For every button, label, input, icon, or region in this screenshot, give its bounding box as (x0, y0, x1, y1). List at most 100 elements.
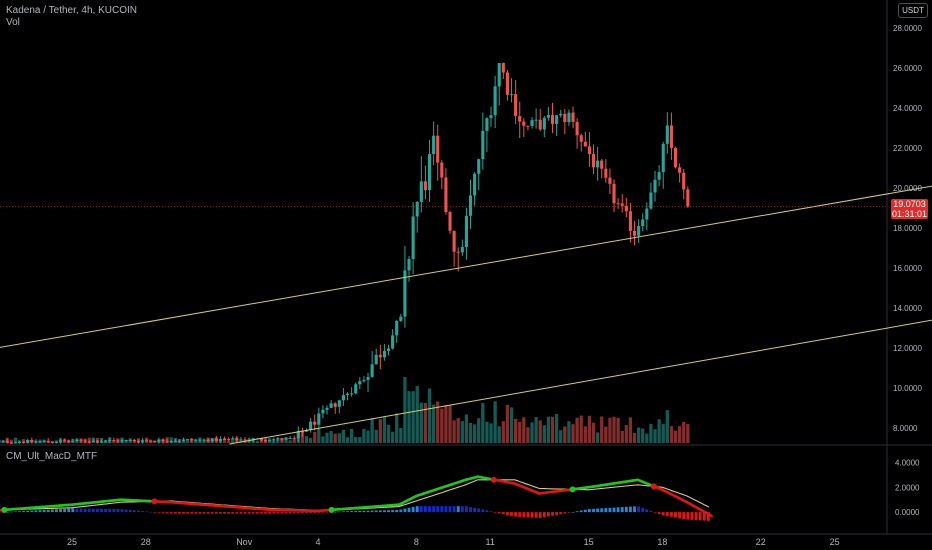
volume-bar (411, 391, 415, 443)
volume-bar (513, 418, 518, 443)
volume-bar (657, 419, 661, 443)
volume-bar (583, 426, 587, 443)
macd-histogram-bar (67, 508, 71, 513)
volume-bar (575, 417, 579, 443)
volume-bar (21, 439, 26, 443)
volume-bar (616, 417, 620, 443)
macd-histogram-bar (165, 512, 169, 514)
candle-body (227, 439, 231, 441)
macd-histogram-bar (350, 511, 354, 513)
candle-body (333, 403, 337, 407)
macd-histogram-bar (645, 509, 649, 513)
volume-bar (415, 386, 419, 443)
volume-bar (567, 421, 571, 443)
macd-histogram-bar (706, 512, 710, 521)
candle-body (9, 442, 13, 444)
candle-body (399, 316, 403, 321)
volume-bar (665, 410, 669, 443)
candle-body (214, 438, 218, 441)
macd-histogram-bar (169, 512, 173, 514)
macd-histogram-bar (485, 510, 489, 513)
candle-body (13, 442, 17, 444)
candle-body (337, 400, 341, 407)
macd-line-segment (707, 513, 713, 518)
macd-histogram-bar (276, 512, 280, 514)
price-tick-label: 22.0000 (893, 144, 922, 153)
macd-histogram-bar (464, 506, 468, 513)
candle-body (341, 395, 345, 401)
macd-histogram-bar (641, 507, 645, 513)
candle-body (79, 439, 83, 441)
candle-body (673, 147, 678, 168)
volume-bars (0, 377, 690, 443)
macd-histogram-bar (473, 507, 477, 513)
volume-bar (288, 440, 292, 443)
candle-body (620, 203, 624, 206)
macd-histogram-bar (669, 512, 673, 517)
candle-body (181, 439, 186, 441)
candle-body (546, 115, 550, 118)
currency-button[interactable]: USDT (898, 3, 928, 18)
macd-histogram-bar (665, 512, 669, 516)
price-tick-label: 20.0000 (893, 184, 922, 193)
macd-histogram-bar (399, 509, 403, 513)
macd-histogram-bar (239, 512, 243, 514)
time-tick-label: 25 (830, 537, 840, 547)
macd-histogram-bar (628, 506, 632, 513)
candle-body (239, 439, 243, 441)
macd-histogram-bar (571, 511, 575, 513)
candle-body (313, 421, 317, 425)
macd-histogram-bar (674, 512, 677, 518)
volume-bar (452, 420, 456, 443)
macd-histogram-bar (173, 512, 177, 514)
macd-histogram-bar (686, 512, 690, 520)
macd-histogram-bar (587, 509, 591, 513)
volume-bar (628, 417, 633, 443)
volume-bar (608, 417, 612, 443)
macd-histogram-bar (202, 512, 206, 514)
macd-histogram-bar (104, 508, 108, 513)
macd-histogram-bar (493, 512, 497, 513)
candle-body (26, 440, 30, 443)
volume-bar (313, 431, 317, 443)
candle-body (583, 141, 587, 147)
macd-histogram-bar (75, 508, 79, 513)
volume-bar (255, 440, 259, 443)
candle-body (395, 320, 399, 336)
candle-body (206, 439, 210, 442)
candle-body (436, 135, 440, 163)
candle-body (628, 211, 632, 231)
candle-body (579, 135, 583, 142)
volume-bar (349, 428, 354, 443)
macd-histogram-bar (682, 512, 686, 519)
macd-histogram-bar (546, 512, 550, 517)
chart-grid (0, 0, 932, 535)
trendlines (0, 185, 932, 445)
candle-body (411, 216, 415, 260)
candle-body (477, 159, 481, 174)
volume-bar (386, 424, 391, 443)
candle-body (104, 441, 108, 443)
indicator-label: CM_Ult_MacD_MTF (6, 451, 98, 462)
candle-body (661, 143, 665, 173)
price-tick-label: 28.0000 (893, 24, 922, 33)
volume-bar (436, 401, 440, 443)
volume-bar (518, 422, 522, 443)
macd-histogram-bar (30, 510, 34, 513)
candle-body (210, 438, 214, 442)
macd-histogram-bar (510, 512, 513, 516)
candle-body (17, 441, 22, 443)
volume-bar (538, 420, 542, 443)
macd-histogram-bar (5, 511, 9, 513)
macd-histogram-bar (63, 508, 67, 513)
price-tick-label: 18.0000 (893, 224, 922, 233)
trendline (0, 185, 932, 348)
macd-histogram-bar (440, 506, 444, 513)
macd-histogram-bar (182, 512, 185, 514)
macd-histogram-bar (403, 508, 407, 513)
volume-bar (444, 404, 448, 443)
candlesticks (0, 62, 690, 444)
volume-bar (571, 424, 575, 443)
macd-histogram-bar (280, 512, 284, 514)
